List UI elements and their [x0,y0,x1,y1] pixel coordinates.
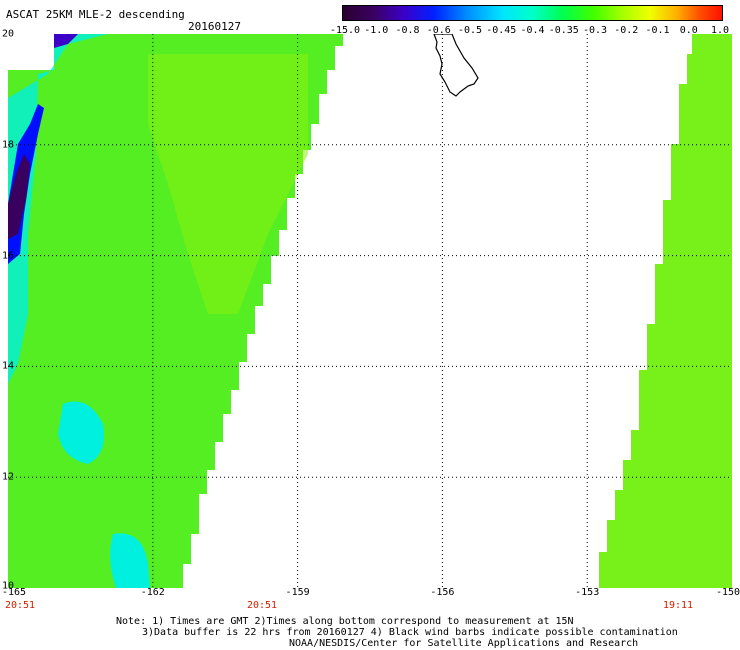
color-scale-label: -0.1 [645,25,670,36]
note-line-1: Note: 1) Times are GMT 2)Times along bot… [116,616,574,627]
map-title: ASCAT 25KM MLE-2 descending [6,8,185,21]
latitude-label: 14 [2,360,15,372]
latitude-label: 16 [2,250,15,262]
longitude-label: -150 [715,587,740,598]
latitude-label: 10 [2,580,15,592]
swath-time-label: 20:51 [4,600,36,611]
color-scale-label: -0.8 [395,25,420,36]
longitude-label: -162 [140,587,165,598]
color-scale-label: -0.3 [582,25,608,36]
swath-time-label: 20:51 [246,600,278,611]
note-line-2: 3)Data buffer is 22 hrs from 20160127 4)… [142,627,678,638]
longitude-label: -165 [1,587,27,598]
swath-time-label: 19:11 [662,600,694,611]
wind-map [8,34,732,588]
color-scale-label: 0.0 [679,25,698,36]
island-outline [433,34,479,97]
low-value-area-southwest [58,401,104,464]
longitude-label: -156 [430,587,455,598]
color-scale-label: -15.0 [329,25,361,36]
color-scale-label: -0.45 [486,25,517,36]
low-value-area-bottom [110,533,150,588]
color-scale-label: -0.6 [426,25,451,36]
color-scale-label: -0.4 [520,25,545,36]
top-left-dark-corner [54,34,78,48]
latitude-label: 18 [2,139,15,151]
color-scale-bar [342,5,723,21]
left-swath-highlight [148,54,308,314]
note-line-3: NOAA/NESDIS/Center for Satellite Applica… [289,638,639,649]
graticule [8,34,732,588]
longitude-label: -159 [285,587,310,598]
color-scale-label: 1.0 [710,25,730,36]
latitude-label: 20 [2,28,15,40]
latitude-label: 12 [2,471,15,483]
color-scale-label: -0.35 [548,25,579,36]
map-date: 20160127 [188,20,241,33]
lowest-value-area [8,154,30,239]
right-swath [599,34,732,588]
color-scale-label: -1.0 [364,25,389,36]
color-scale-label: -0.5 [457,25,483,36]
longitude-label: -153 [575,587,600,598]
left-swath-lower [8,508,199,588]
color-scale-label: -0.2 [614,25,639,36]
